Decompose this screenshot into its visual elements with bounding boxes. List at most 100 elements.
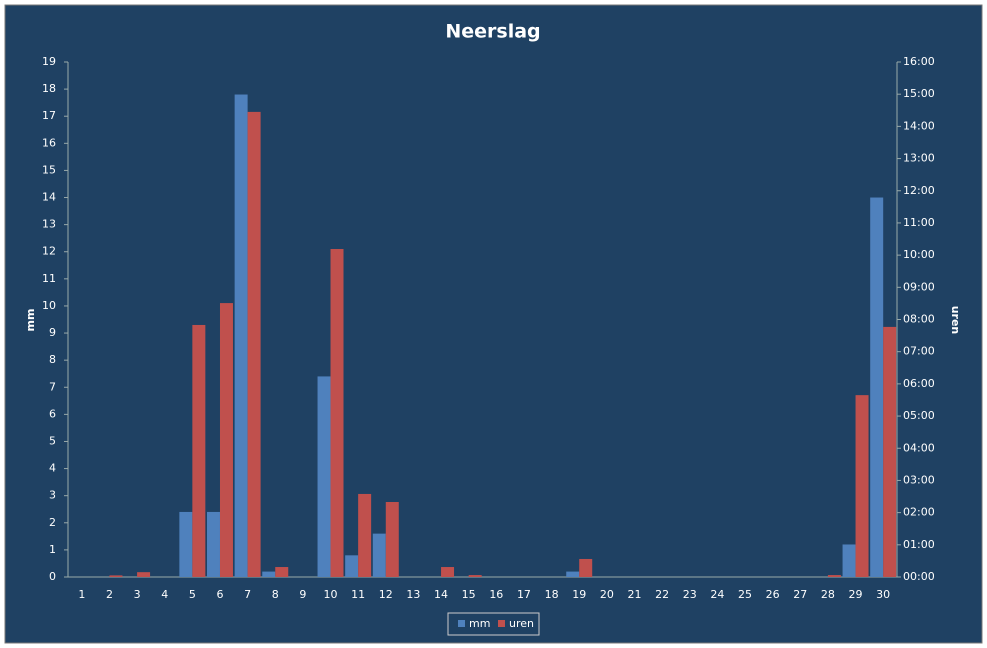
y-tick-label: 18 [42,82,56,95]
x-tick-label: 6 [216,588,223,601]
y2-tick-label: 11:00 [903,216,935,229]
bar [345,555,359,577]
y2-tick-label: 13:00 [903,152,935,165]
legend-label: uren [509,617,534,630]
x-tick-label: 9 [299,588,306,601]
bar [247,111,261,577]
x-tick-label: 1 [78,588,85,601]
y-tick-label: 12 [42,245,56,258]
y-tick-label: 15 [42,163,56,176]
x-tick-label: 24 [710,588,724,601]
y-tick-label: 0 [49,570,56,583]
bar [827,575,841,577]
bar [883,326,897,577]
bar [842,544,856,577]
x-tick-label: 27 [793,588,807,601]
bar [372,533,386,577]
y2-tick-label: 10:00 [903,248,935,261]
y2-tick-label: 14:00 [903,119,935,132]
x-tick-label: 29 [849,588,863,601]
bar [234,94,248,578]
x-tick-label: 28 [821,588,835,601]
bar [317,376,331,577]
x-tick-label: 19 [572,588,586,601]
bar [179,511,193,577]
y-tick-label: 2 [49,516,56,529]
y-tick-label: 17 [42,109,56,122]
y2-tick-label: 15:00 [903,87,935,100]
x-tick-label: 7 [244,588,251,601]
x-tick-label: 16 [489,588,503,601]
legend-swatch [458,620,465,627]
y-tick-label: 7 [49,380,56,393]
legend-swatch [498,620,505,627]
y-tick-label: 1 [49,543,56,556]
x-tick-label: 12 [379,588,393,601]
y-tick-label: 11 [42,272,56,285]
x-tick-label: 26 [766,588,780,601]
bar [579,558,593,577]
bar [109,575,123,577]
x-tick-label: 10 [324,588,338,601]
x-tick-label: 23 [683,588,697,601]
y2-tick-label: 08:00 [903,313,935,326]
y2-tick-label: 06:00 [903,377,935,390]
y2-tick-label: 04:00 [903,441,935,454]
bar [137,572,151,577]
y-tick-label: 6 [49,407,56,420]
x-tick-label: 14 [434,588,448,601]
bar [468,575,482,577]
y-tick-label: 19 [42,55,56,68]
y-tick-label: 5 [49,434,56,447]
bar [870,197,884,578]
bar [206,511,220,577]
bar [275,567,289,577]
y-tick-label: 10 [42,299,56,312]
y2-tick-label: 07:00 [903,345,935,358]
bar [262,571,276,577]
y2-tick-label: 16:00 [903,55,935,68]
x-tick-label: 17 [517,588,531,601]
x-tick-label: 22 [655,588,669,601]
legend-label: mm [469,617,490,630]
y-tick-label: 9 [49,326,56,339]
x-tick-label: 4 [161,588,168,601]
chart-title: Neerslag [445,21,540,43]
y2-axis-label: uren [949,306,962,335]
x-tick-label: 18 [545,588,559,601]
x-tick-label: 25 [738,588,752,601]
y2-tick-label: 09:00 [903,280,935,293]
bar [219,303,233,577]
y-axis-label: mm [24,309,37,332]
y-tick-label: 8 [49,353,56,366]
bar [566,571,580,577]
x-tick-label: 13 [406,588,420,601]
y-tick-label: 4 [49,462,56,475]
x-tick-label: 15 [462,588,476,601]
y-tick-label: 13 [42,218,56,231]
y2-tick-label: 02:00 [903,506,935,519]
x-tick-label: 11 [351,588,365,601]
y2-tick-label: 12:00 [903,184,935,197]
bar [441,567,455,577]
y2-tick-label: 01:00 [903,538,935,551]
x-tick-label: 8 [272,588,279,601]
y2-tick-label: 05:00 [903,409,935,422]
y-tick-label: 16 [42,136,56,149]
x-tick-label: 20 [600,588,614,601]
y-tick-label: 3 [49,489,56,502]
x-tick-label: 3 [134,588,141,601]
x-tick-label: 30 [876,588,890,601]
x-tick-label: 5 [189,588,196,601]
chart-background [4,4,983,644]
y-tick-label: 14 [42,191,56,204]
x-tick-label: 2 [106,588,113,601]
bar [330,249,344,577]
bar [358,493,372,577]
y2-tick-label: 00:00 [903,570,935,583]
y2-tick-label: 03:00 [903,473,935,486]
x-tick-label: 21 [627,588,641,601]
bar [385,502,399,577]
